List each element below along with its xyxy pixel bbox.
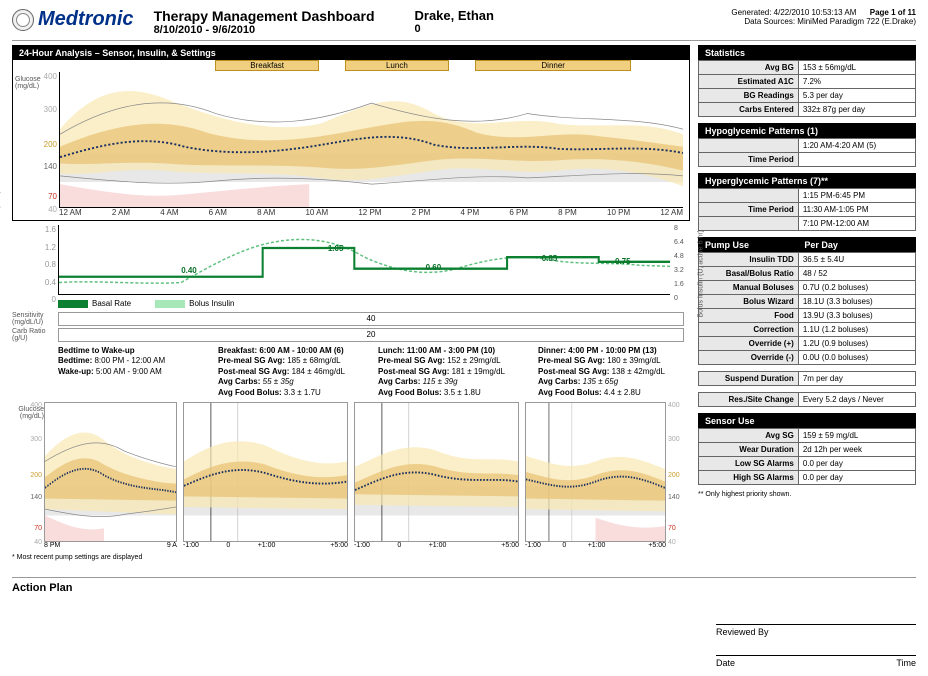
- meal-tab: Dinner: [475, 60, 631, 71]
- basal-right-label: Bolus Insulin (U, active 6 hr): [698, 230, 705, 318]
- data-source: Data Sources: MiniMed Paradigm 722 (E.Dr…: [731, 17, 916, 26]
- date-time: Date Time: [716, 655, 916, 668]
- summary-col: Dinner: 4:00 PM - 10:00 PM (13)Pre-meal …: [538, 346, 690, 398]
- page-num: Page 1 of 11: [870, 8, 916, 17]
- summary-col: Breakfast: 6:00 AM - 10:00 AM (6)Pre-mea…: [218, 346, 370, 398]
- mini-chart: -1:000+1:00+5:00: [183, 402, 348, 552]
- generated: Generated: 4/22/2010 10:53:13 AM: [731, 8, 856, 17]
- stats-table: Hypoglycemic Patterns (1)1:20 AM-4:20 AM…: [698, 123, 916, 167]
- stats-table: Suspend Duration7m per day: [698, 371, 916, 386]
- logo-icon: [12, 9, 34, 31]
- brand: Medtronic: [38, 8, 134, 31]
- summary-col: Bedtime to Wake-upBedtime: 8:00 PM - 12:…: [58, 346, 210, 398]
- sensitivity-label: Sensitivity (mg/dL/U): [12, 312, 56, 326]
- footnote-left: * Most recent pump settings are displaye…: [12, 554, 690, 561]
- plot-24h: [59, 72, 683, 208]
- chart-24h: 24-Hour Analysis – Sensor, Insulin, & Se…: [12, 45, 690, 221]
- meal-tabs: Breakfast Lunch Dinner: [59, 60, 683, 72]
- stats-table: Pump UsePer DayInsulin TDD36.5 ± 5.4UBas…: [698, 237, 916, 365]
- mini-chart: 4003002001407040Glucose (mg/dL)8 PM9 A: [12, 402, 177, 552]
- summary-col: Lunch: 11:00 AM - 3:00 PM (10)Pre-meal S…: [378, 346, 530, 398]
- basal-plot: 0.401.050.600.850.75: [58, 225, 670, 295]
- action-title: Action Plan: [12, 577, 916, 594]
- footnote-right: ** Only highest priority shown.: [698, 491, 916, 498]
- page: Medtronic Therapy Management Dashboard 8…: [0, 0, 928, 676]
- basal-left-label: Basal Rate (U/hr)*: [0, 188, 1, 245]
- date-range: 8/10/2010 - 9/6/2010: [154, 24, 375, 36]
- mini-chart: 4003002001407040-1:000+1:00+5:00: [525, 402, 690, 552]
- header: Medtronic Therapy Management Dashboard 8…: [12, 8, 916, 41]
- stats-table: StatisticsAvg BG153 ± 56mg/dLEstimated A…: [698, 45, 916, 117]
- action-plan: Action Plan Reviewed By Date Time: [12, 571, 916, 668]
- stats-table: Sensor UseAvg SG159 ± 59 mg/dLWear Durat…: [698, 413, 916, 485]
- patient-id: 0: [415, 23, 494, 35]
- basal-y-right: 86.44.83.21.60: [672, 225, 690, 295]
- basal-legend: Basal RateBolus Insulin: [58, 299, 690, 308]
- stats-panel: StatisticsAvg BG153 ± 56mg/dLEstimated A…: [698, 45, 916, 561]
- carb-ratio-box: 20: [58, 328, 684, 342]
- carb-ratio-label: Carb Ratio (g/U): [12, 328, 56, 342]
- basal-y-left: 1.61.20.80.40: [12, 225, 58, 295]
- y-axis-24h: Glucose (mg/dL) 4003002001407040: [13, 72, 59, 208]
- patient-name: Drake, Ethan: [415, 8, 494, 23]
- summary-columns: Bedtime to Wake-upBedtime: 8:00 PM - 12:…: [58, 346, 690, 398]
- mini-chart: -1:000+1:00+5:00: [354, 402, 519, 552]
- meal-tab: Lunch: [345, 60, 449, 71]
- logo: Medtronic: [12, 8, 134, 31]
- basal-chart: Basal Rate (U/hr)* Bolus Insulin (U, act…: [12, 225, 690, 295]
- meal-tab: Breakfast: [215, 60, 319, 71]
- x-axis-24h: 12 AM2 AM4 AM6 AM8 AM10 AM12 PM2 PM4 PM6…: [59, 208, 683, 220]
- sensitivity-box: 40: [58, 312, 684, 326]
- mini-charts: 4003002001407040Glucose (mg/dL)8 PM9 A-1…: [12, 402, 690, 552]
- reviewed-by: Reviewed By: [716, 624, 916, 637]
- chart-24h-title: 24-Hour Analysis – Sensor, Insulin, & Se…: [13, 46, 689, 60]
- stats-table: Res./Site ChangeEvery 5.2 days / Never: [698, 392, 916, 407]
- stats-table: Hyperglycemic Patterns (7)**1:15 PM-6:45…: [698, 173, 916, 231]
- report-title: Therapy Management Dashboard: [154, 8, 375, 24]
